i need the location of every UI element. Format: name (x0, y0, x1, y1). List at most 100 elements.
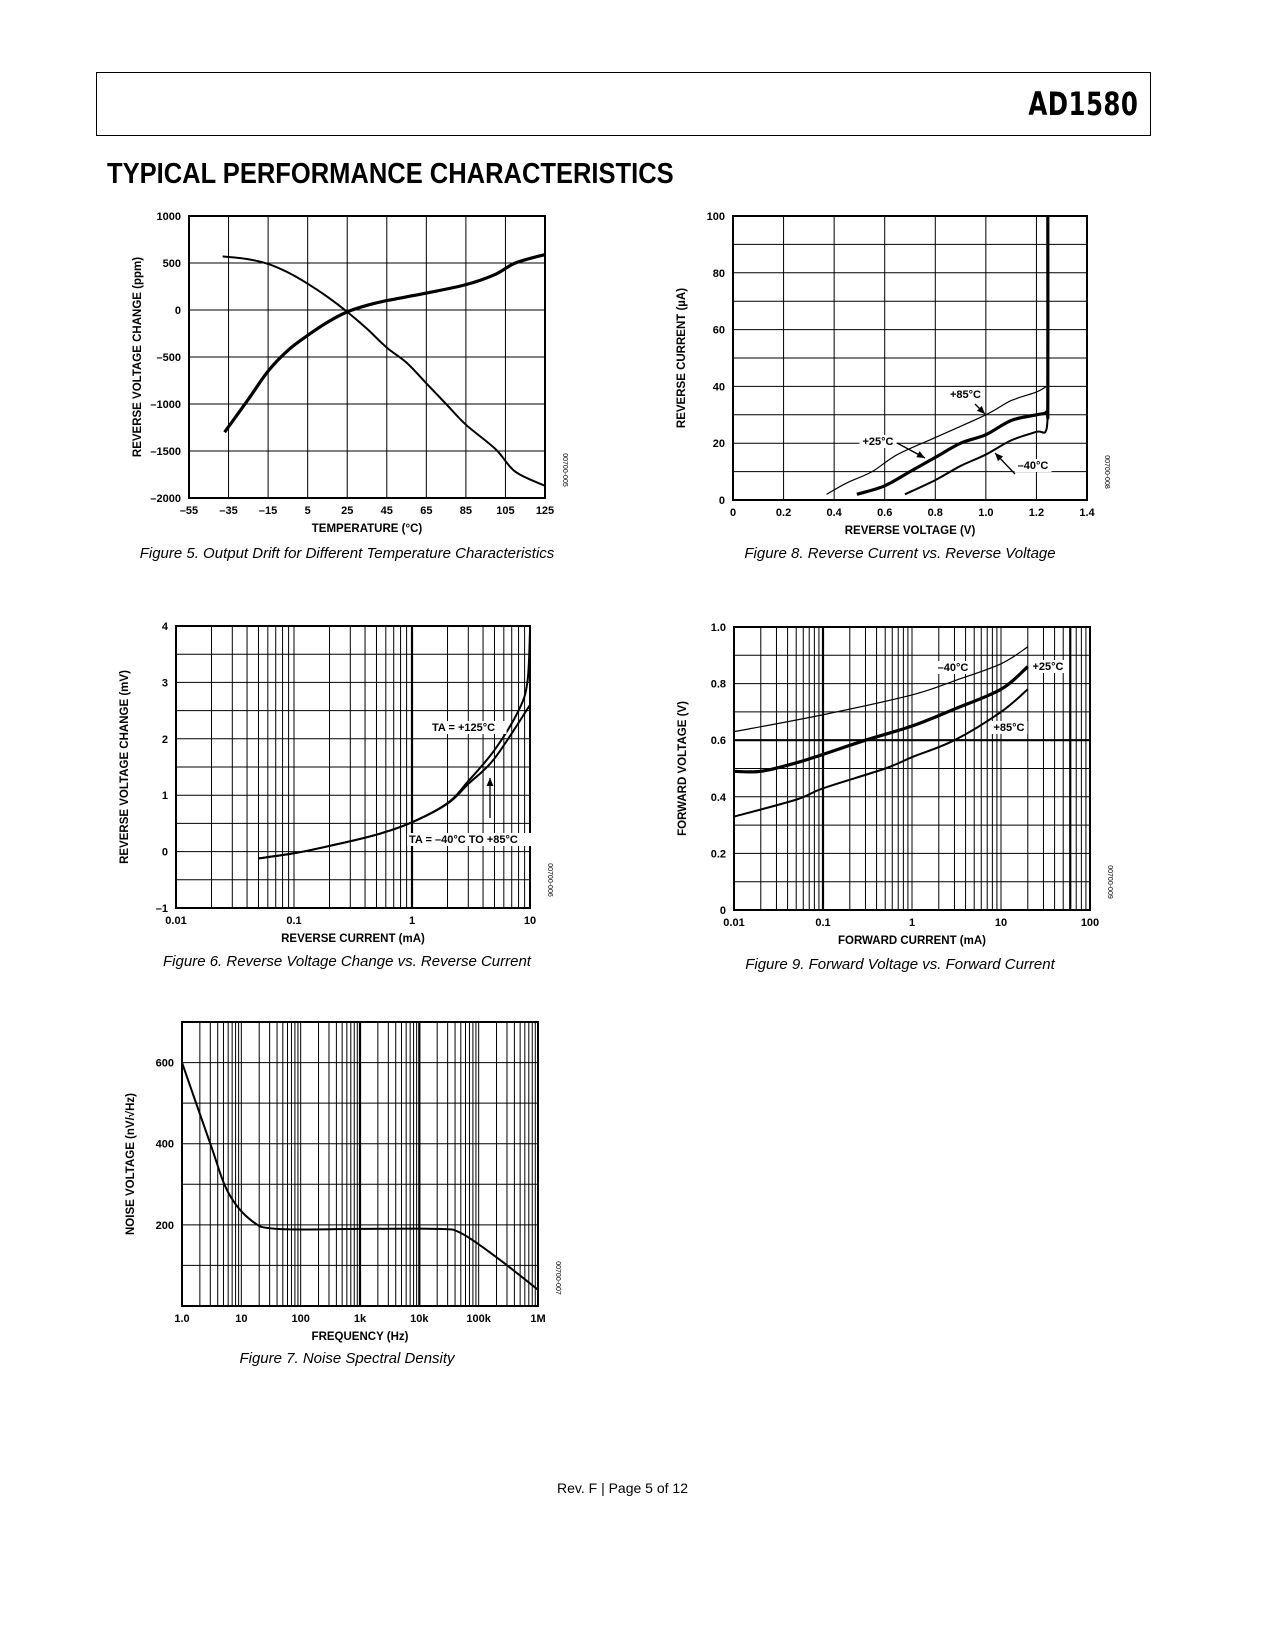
x-tick-label: –15 (259, 505, 277, 517)
y-tick-label: 600 (156, 1058, 174, 1070)
x-axis-label: REVERSE CURRENT (mA) (281, 933, 425, 945)
series-line (826, 385, 1047, 495)
series-line (222, 255, 546, 487)
y-tick-label: –1500 (150, 446, 181, 458)
x-tick-label: 1 (909, 917, 915, 929)
x-tick-label: 45 (381, 505, 393, 517)
y-tick-label: –2000 (150, 493, 181, 505)
arrowhead (995, 453, 1004, 462)
y-tick-label: 0 (720, 905, 726, 917)
figure-code: 00700-008 (1103, 455, 1110, 489)
y-tick-label: 500 (163, 258, 181, 270)
arrowhead (916, 451, 925, 458)
y-axis-label: REVERSE VOLTAGE CHANGE (ppm) (132, 257, 144, 457)
series-line (733, 646, 1029, 733)
y-tick-label: 3 (162, 677, 168, 689)
x-tick-label: –35 (219, 505, 237, 517)
annotation-label: +25°C (1032, 661, 1063, 673)
x-tick-label: 0.6 (877, 507, 892, 519)
series-line (223, 252, 546, 434)
annotation-label: +85°C (993, 722, 1024, 734)
y-axis-label: REVERSE VOLTAGE CHANGE (mV) (119, 670, 131, 864)
plot-frame (188, 215, 546, 499)
figure-code: 00700-006 (546, 863, 553, 897)
x-axis-label: FORWARD CURRENT (mA) (838, 935, 986, 947)
x-tick-label: 0.1 (286, 915, 301, 927)
fig7-chart: 1.0 10 100 1k 10k 100k 1M 200 400 600 FREQUENCY (H… (124, 1021, 561, 1343)
x-tick-label: 0.01 (165, 915, 186, 927)
y-tick-label: 80 (713, 268, 725, 280)
fig6-chart: 0.01 0.1 1 10 –1 0 1 2 3 4 REVERSE CURRENT (mA) REV… (119, 621, 553, 945)
y-tick-label: 0 (162, 847, 168, 859)
annotation-label: –40°C (938, 662, 969, 674)
annotation-background (990, 721, 1028, 734)
x-tick-label: 85 (460, 505, 472, 517)
y-tick-label: 100 (707, 211, 725, 223)
figure-5-caption: Figure 5. Output Drift for Different Tem… (139, 545, 555, 562)
y-tick-label: 400 (156, 1139, 174, 1151)
y-tick-label: 0.4 (711, 792, 727, 804)
annotation-label: +85°C (950, 389, 981, 401)
x-tick-label: 105 (496, 505, 514, 517)
plot-frame (175, 625, 531, 909)
series-line (181, 1062, 539, 1291)
annotation-background (1029, 660, 1067, 673)
y-tick-label: 0 (719, 495, 725, 507)
y-tick-label: 1000 (157, 211, 181, 223)
page-footer: Rev. F | Page 5 of 12 (556, 1480, 688, 1496)
y-tick-label: 0.8 (711, 679, 726, 691)
y-tick-label: 0.2 (711, 848, 726, 860)
fig8-chart: 0 0.2 0.4 0.6 0.8 1.0 1.2 1.4 0 20 40 60 80 100 REVERS… (676, 211, 1110, 537)
y-tick-label: 20 (713, 438, 725, 450)
x-tick-label: 1.0 (174, 1313, 189, 1325)
x-tick-label: 0.1 (815, 917, 830, 929)
series-line (733, 688, 1029, 818)
fig9-chart: 0.01 0.1 1 10 100 0 0.2 0.4 0.6 0.8 1.0 FORWARD CUR… (677, 622, 1113, 947)
y-tick-label: 40 (713, 381, 725, 393)
annotation-background (934, 661, 972, 674)
figure-code: 00700-009 (1106, 865, 1113, 899)
x-tick-label: 125 (536, 505, 554, 517)
y-tick-label: 60 (713, 325, 725, 337)
x-tick-label: 100 (291, 1313, 309, 1325)
figure-code: 00700-005 (561, 453, 568, 487)
y-tick-label: 1 (162, 790, 168, 802)
y-axis-label: NOISE VOLTAGE (nV/√Hz) (124, 1093, 137, 1235)
x-tick-label: 5 (305, 505, 311, 517)
annotation-background (407, 833, 537, 846)
x-tick-label: 1k (354, 1313, 367, 1325)
series-line (733, 665, 1029, 774)
x-tick-label: 10 (995, 917, 1007, 929)
x-axis-label: REVERSE VOLTAGE (V) (845, 525, 976, 537)
x-axis-label: TEMPERATURE (°C) (312, 523, 423, 535)
annotation-label: +25°C (862, 436, 893, 448)
x-tick-label: 1.0 (978, 507, 993, 519)
x-tick-label: 1.2 (1029, 507, 1044, 519)
figure-6-caption: Figure 6. Reverse Voltage Change vs. Rev… (163, 953, 531, 970)
figure-9-caption: Figure 9. Forward Voltage vs. Forward Cu… (745, 956, 1055, 973)
x-tick-label: 1 (409, 915, 415, 927)
x-tick-label: 100 (1081, 917, 1099, 929)
annotation-background (948, 388, 985, 401)
x-tick-label: 0 (730, 507, 736, 519)
plot-frame (181, 1021, 539, 1307)
page-header: AD1580 (96, 72, 1151, 136)
figure-code: 00700-007 (554, 1261, 561, 1295)
figure-8-caption: Figure 8. Reverse Current vs. Reverse Vo… (744, 545, 1056, 562)
series-line (856, 215, 1050, 496)
x-tick-label: 0.4 (826, 507, 842, 519)
x-tick-label: 100k (466, 1313, 491, 1325)
y-tick-label: 0.6 (711, 735, 726, 747)
x-tick-label: 65 (420, 505, 432, 517)
y-tick-label: –500 (157, 352, 181, 364)
y-tick-label: 4 (162, 621, 169, 633)
plot-frame (732, 215, 1088, 501)
x-tick-label: –55 (180, 505, 198, 517)
annotation-label: –40°C (1018, 460, 1049, 472)
x-tick-label: 0.2 (776, 507, 791, 519)
x-tick-label: 0.8 (928, 507, 943, 519)
annotation-background (859, 435, 897, 448)
arrowhead (976, 405, 985, 414)
y-tick-label: 200 (156, 1220, 174, 1232)
